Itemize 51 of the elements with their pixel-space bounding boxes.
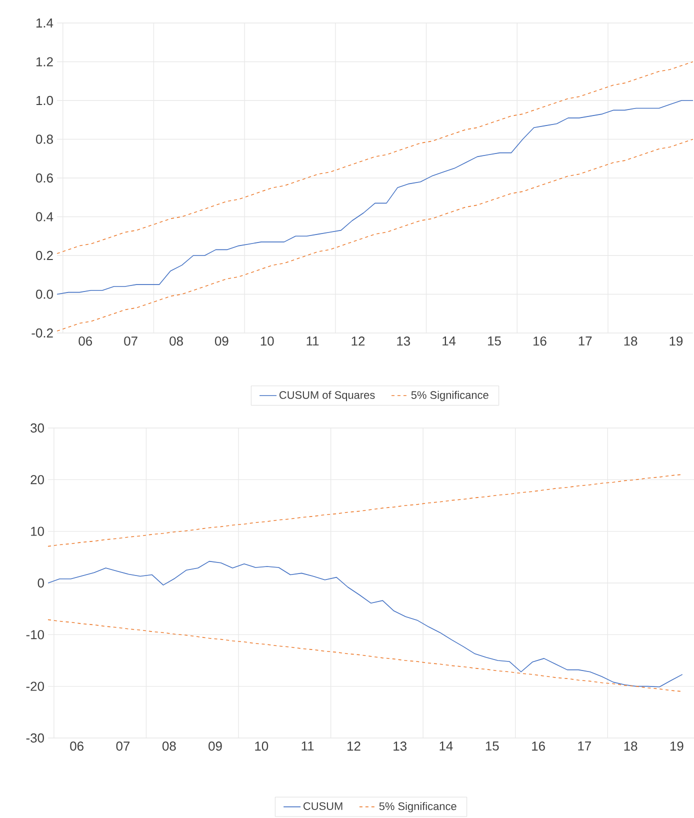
x-tick-label: 11 — [306, 336, 319, 346]
line-series — [48, 474, 683, 547]
legend-label: CUSUM of Squares — [279, 390, 375, 402]
x-tick-label: 14 — [442, 336, 456, 346]
legend-label: 5% Significance — [411, 390, 488, 402]
x-tick-label: 12 — [348, 742, 360, 751]
x-tick-label: 17 — [578, 742, 591, 750]
x-tick-label: 08 — [170, 336, 183, 346]
y-tick-label: -30 — [26, 733, 44, 743]
x-tick-label: 19 — [670, 336, 683, 346]
x-tick-label: 07 — [116, 742, 130, 751]
line-series — [48, 560, 683, 688]
y-tick-label: 0.0 — [36, 290, 53, 299]
y-tick-label: 0.4 — [36, 212, 54, 222]
x-tick-label: 19 — [670, 742, 684, 751]
y-tick-label: 20 — [30, 475, 44, 484]
x-tick-label: 09 — [208, 742, 222, 751]
y-tick-label: 0.2 — [36, 250, 53, 260]
x-tick-label: 16 — [532, 742, 545, 751]
y-tick-label: 1.2 — [36, 57, 53, 66]
x-tick-label: 15 — [486, 742, 499, 751]
legend-label: 5% Significance — [379, 802, 456, 812]
x-tick-label: 13 — [397, 336, 410, 346]
y-tick-label: 0.6 — [36, 173, 53, 183]
x-tick-label: 06 — [70, 742, 84, 751]
y-tick-label: -10 — [26, 630, 44, 640]
x-tick-label: 06 — [78, 336, 92, 346]
x-tick-label: 14 — [440, 742, 453, 750]
x-tick-label: 13 — [394, 742, 406, 751]
y-tick-label: 0 — [38, 578, 44, 588]
y-tick-label: 1.4 — [36, 18, 54, 28]
x-tick-label: 10 — [260, 336, 274, 346]
x-tick-label: 18 — [624, 336, 638, 346]
y-tick-label: -0.2 — [32, 328, 53, 338]
x-tick-label: 15 — [488, 336, 501, 346]
line-series — [48, 619, 683, 692]
x-tick-label: 11 — [302, 742, 314, 750]
y-tick-label: 30 — [30, 423, 44, 433]
y-tick-label: 1.0 — [36, 96, 53, 106]
y-tick-label: 10 — [31, 526, 44, 536]
x-tick-label: 18 — [624, 742, 638, 751]
y-tick-label: 0.8 — [36, 134, 53, 144]
x-tick-label: 16 — [534, 336, 546, 346]
x-tick-label: 08 — [162, 742, 176, 751]
x-tick-label: 07 — [124, 336, 138, 346]
x-tick-label: 12 — [352, 336, 365, 346]
legend-label: CUSUM — [304, 802, 342, 810]
x-tick-label: 17 — [578, 336, 592, 346]
x-tick-label: 09 — [214, 336, 228, 346]
y-tick-label: -20 — [26, 682, 44, 691]
x-tick-label: 10 — [255, 742, 268, 751]
